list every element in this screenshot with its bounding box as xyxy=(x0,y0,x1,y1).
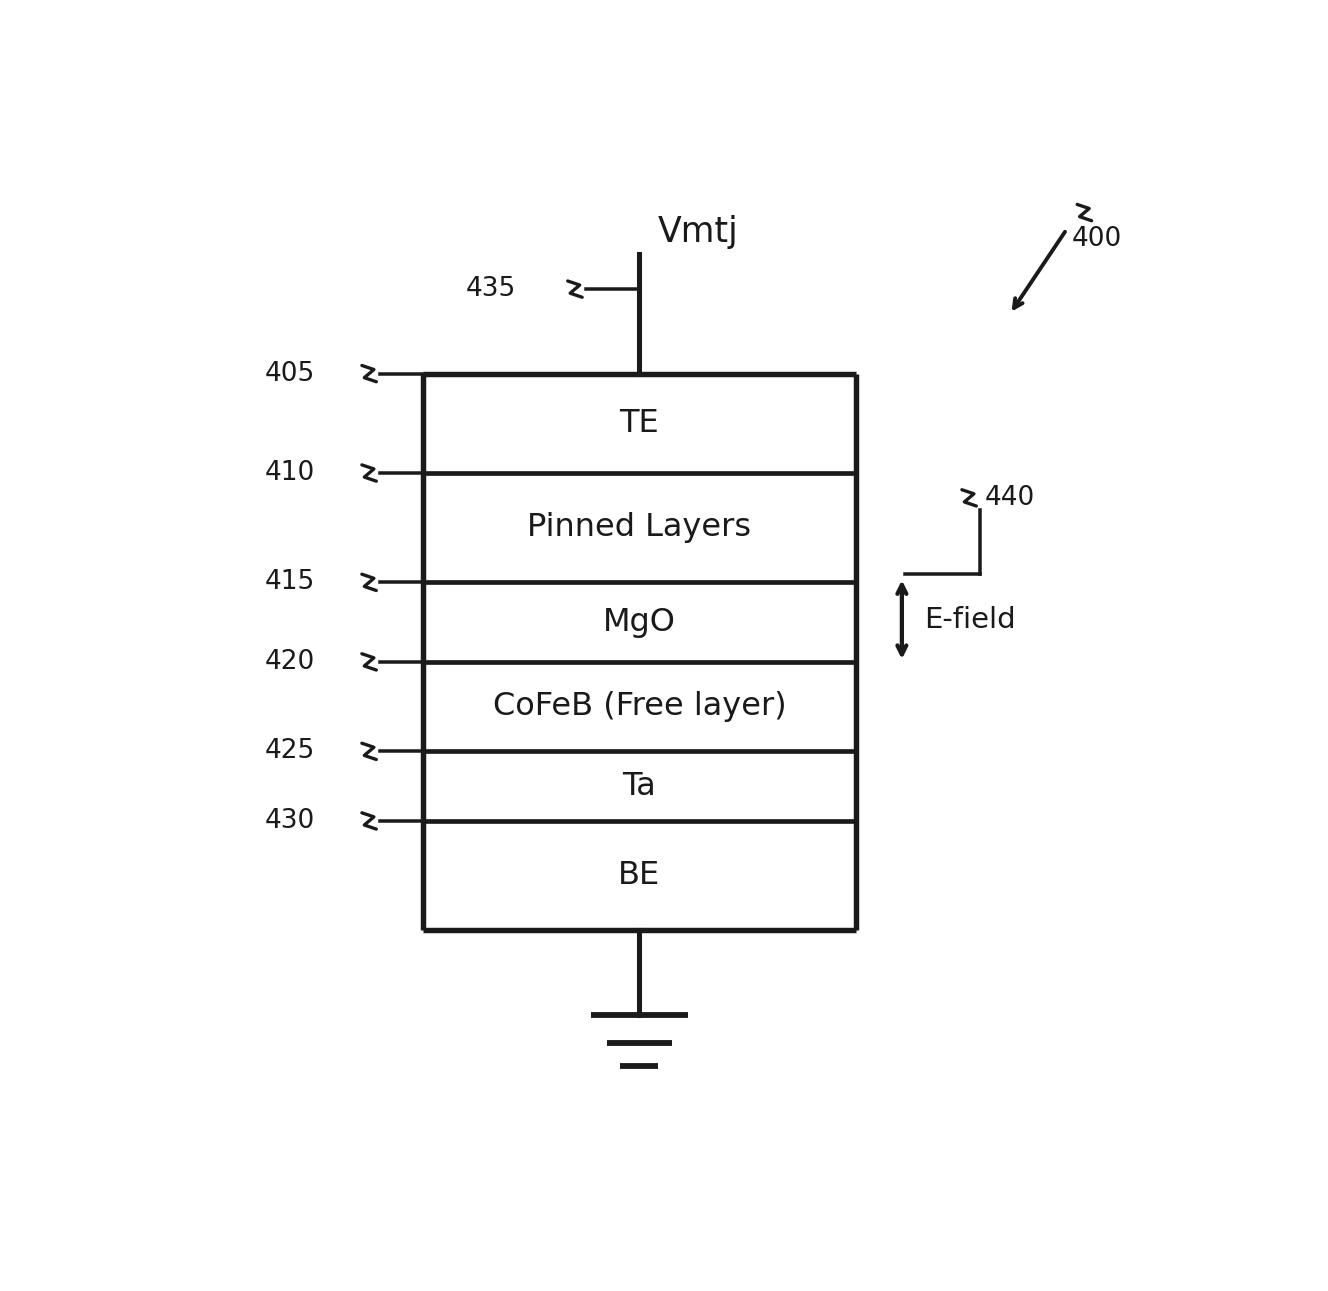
Text: MgO: MgO xyxy=(603,607,676,638)
Text: 440: 440 xyxy=(984,485,1035,511)
Text: 410: 410 xyxy=(266,460,315,485)
Text: CoFeB (Free layer): CoFeB (Free layer) xyxy=(493,691,786,722)
Text: Pinned Layers: Pinned Layers xyxy=(527,513,752,544)
Text: E-field: E-field xyxy=(924,605,1016,634)
Text: 400: 400 xyxy=(1072,226,1122,253)
Text: Ta: Ta xyxy=(623,771,656,802)
Text: Vmtj: Vmtj xyxy=(657,216,738,249)
Text: BE: BE xyxy=(619,860,660,891)
Text: 415: 415 xyxy=(266,569,315,595)
Text: 405: 405 xyxy=(266,360,315,386)
Text: 420: 420 xyxy=(266,649,315,675)
Text: 425: 425 xyxy=(266,738,315,764)
Text: 435: 435 xyxy=(466,276,517,302)
Text: TE: TE xyxy=(620,408,659,439)
Text: 430: 430 xyxy=(266,808,315,834)
